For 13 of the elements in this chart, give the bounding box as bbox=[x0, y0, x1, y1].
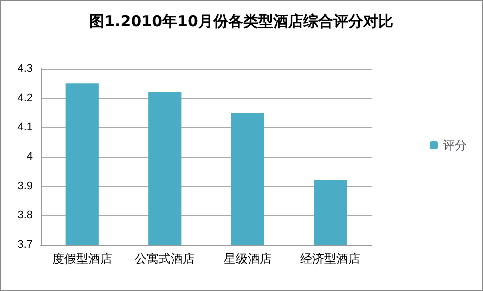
y-tick-label: 4.3 bbox=[18, 63, 33, 75]
y-tick-label: 3.9 bbox=[18, 180, 33, 192]
x-tick-label: 星级酒店 bbox=[224, 252, 272, 266]
x-tick-label: 度假型酒店 bbox=[52, 252, 112, 266]
x-tick-label: 公寓式酒店 bbox=[135, 252, 196, 266]
y-tick-label: 4.2 bbox=[18, 92, 33, 104]
y-tick-label: 3.8 bbox=[18, 210, 33, 222]
chart-title: 图1.2010年10月份各类型酒店综合评分对比 bbox=[90, 12, 394, 30]
x-tick-label: 经济型酒店 bbox=[300, 252, 361, 266]
y-tick-label: 4.1 bbox=[18, 122, 33, 134]
legend-label: 评分 bbox=[443, 138, 467, 152]
y-tick-label: 4 bbox=[26, 151, 33, 163]
y-tick-label: 3.7 bbox=[18, 239, 33, 251]
